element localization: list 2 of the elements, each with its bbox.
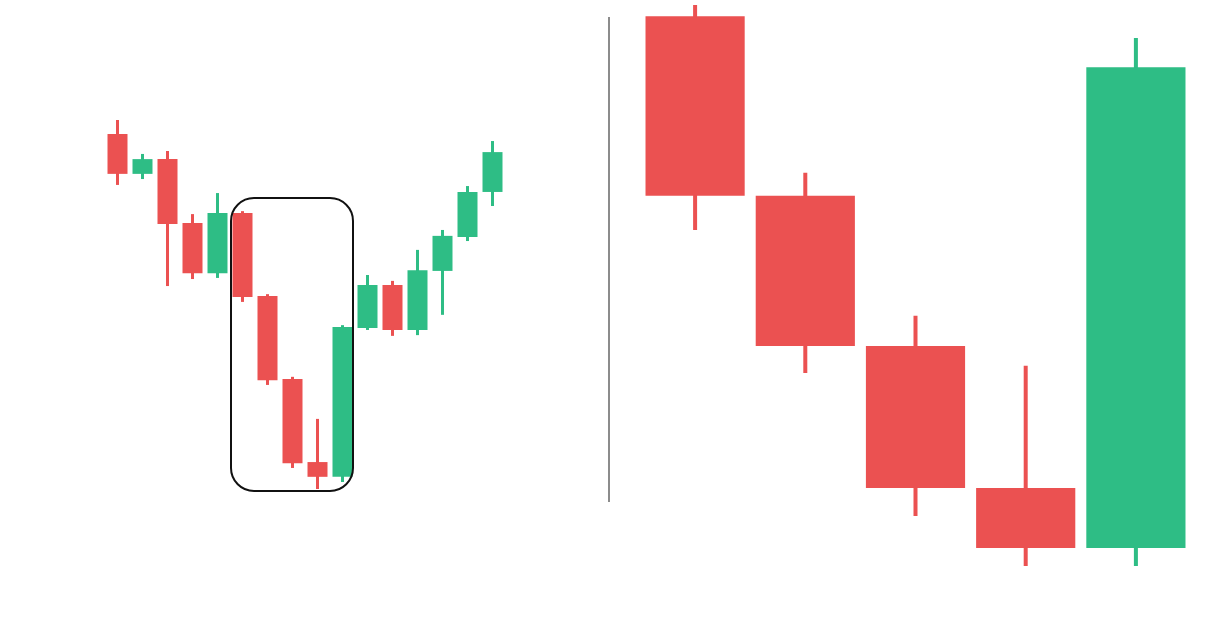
- candlestick: [132, 152, 153, 181]
- candlestick: [307, 417, 328, 489]
